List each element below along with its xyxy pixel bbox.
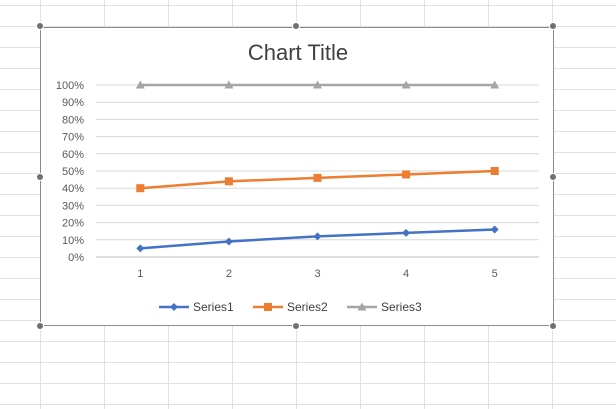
x-tick-label: 1 bbox=[137, 268, 143, 280]
resize-handle-middle-right[interactable] bbox=[549, 173, 557, 181]
data-point[interactable] bbox=[224, 80, 234, 89]
x-tick-label: 4 bbox=[403, 268, 409, 280]
legend-marker bbox=[170, 303, 178, 311]
resize-handle-bottom-right[interactable] bbox=[549, 322, 557, 330]
legend-label: Series3 bbox=[381, 300, 422, 314]
legend-item[interactable]: Series3 bbox=[347, 300, 422, 314]
data-point[interactable] bbox=[224, 237, 233, 246]
x-axis-tick-labels: 1 2 3 4 5 bbox=[137, 268, 498, 280]
y-tick-label: 70% bbox=[62, 132, 84, 144]
chart-container[interactable]: Chart Title 0% 10% 20% 30% 40% 50% 60% 70% 80% 90… bbox=[40, 27, 554, 326]
legend-label: Series2 bbox=[287, 300, 328, 314]
legend-marker bbox=[264, 303, 272, 311]
y-axis-tick-labels: 0% 10% 20% 30% 40% 50% 60% 70% 80% 90% 100% bbox=[56, 80, 84, 264]
resize-handle-bottom-middle[interactable] bbox=[292, 322, 300, 330]
y-tick-label: 40% bbox=[62, 183, 84, 195]
data-point[interactable] bbox=[402, 228, 411, 237]
x-tick-label: 3 bbox=[314, 268, 320, 280]
series-3[interactable] bbox=[135, 80, 500, 89]
data-point[interactable] bbox=[401, 80, 411, 89]
data-point[interactable] bbox=[136, 184, 145, 193]
y-tick-label: 10% bbox=[62, 235, 84, 247]
legend: Series1 Series2 Series3 bbox=[159, 300, 422, 314]
x-tick-label: 5 bbox=[492, 268, 498, 280]
legend-item[interactable]: Series2 bbox=[253, 300, 328, 314]
series-layer bbox=[135, 80, 500, 253]
legend-marker bbox=[357, 302, 367, 311]
data-point[interactable] bbox=[313, 232, 322, 241]
y-tick-label: 20% bbox=[62, 218, 84, 230]
data-point[interactable] bbox=[224, 177, 233, 186]
data-point[interactable] bbox=[135, 80, 145, 89]
data-point[interactable] bbox=[490, 225, 499, 234]
data-point[interactable] bbox=[490, 80, 500, 89]
y-tick-label: 90% bbox=[62, 97, 84, 109]
data-point[interactable] bbox=[313, 80, 322, 89]
line-chart: Chart Title 0% 10% 20% 30% 40% 50% 60% 70% 80% 90… bbox=[56, 40, 539, 314]
resize-handle-top-left[interactable] bbox=[36, 22, 44, 30]
data-point[interactable] bbox=[402, 170, 411, 179]
resize-handle-top-middle[interactable] bbox=[292, 22, 300, 30]
resize-handle-top-right[interactable] bbox=[549, 22, 557, 30]
chart-title[interactable]: Chart Title bbox=[248, 40, 348, 65]
series-1[interactable] bbox=[136, 225, 499, 253]
y-tick-label: 100% bbox=[56, 80, 84, 92]
y-tick-label: 30% bbox=[62, 200, 84, 212]
data-point[interactable] bbox=[490, 167, 499, 175]
data-point[interactable] bbox=[313, 173, 322, 182]
series-2[interactable] bbox=[136, 167, 499, 193]
legend-label: Series1 bbox=[193, 300, 234, 314]
resize-handle-middle-left[interactable] bbox=[36, 173, 44, 181]
y-tick-label: 60% bbox=[62, 149, 84, 161]
y-tick-label: 0% bbox=[68, 252, 84, 264]
legend-item[interactable]: Series1 bbox=[159, 300, 234, 314]
data-point[interactable] bbox=[136, 244, 145, 253]
resize-handle-bottom-left[interactable] bbox=[36, 322, 44, 330]
y-tick-label: 80% bbox=[62, 114, 84, 126]
y-tick-label: 50% bbox=[62, 166, 84, 178]
x-tick-label: 2 bbox=[226, 268, 232, 280]
